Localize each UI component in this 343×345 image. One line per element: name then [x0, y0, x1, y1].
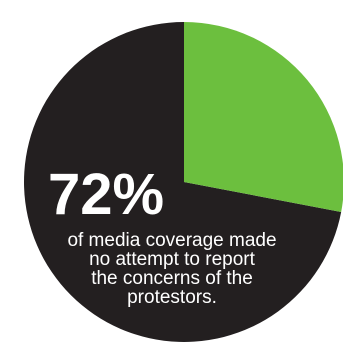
pie-slice-72 [23, 22, 342, 343]
caption-line-1: of media coverage made [67, 230, 276, 251]
pie-slice-28 [184, 22, 343, 212]
caption-line-2: no attempt to report [89, 249, 256, 270]
caption-line-4: protestors. [127, 287, 217, 308]
caption-line-3: the concerns of the [91, 268, 253, 289]
headline-percent: 72% [48, 162, 164, 227]
